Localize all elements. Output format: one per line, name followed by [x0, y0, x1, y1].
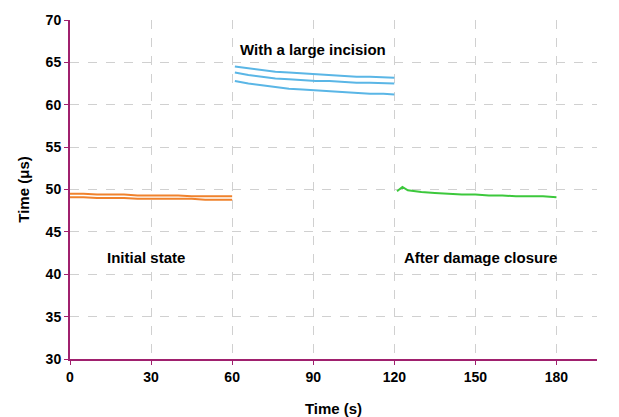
- svg-text:Time (s): Time (s): [305, 400, 362, 417]
- svg-text:70: 70: [46, 12, 62, 28]
- svg-text:45: 45: [46, 224, 62, 240]
- svg-text:150: 150: [464, 369, 488, 385]
- svg-text:Time (μs): Time (μs): [15, 156, 32, 222]
- svg-text:55: 55: [46, 139, 62, 155]
- svg-text:After damage closure: After damage closure: [404, 249, 557, 266]
- svg-text:30: 30: [143, 369, 159, 385]
- svg-text:60: 60: [46, 97, 62, 113]
- svg-text:With a large incision: With a large incision: [240, 41, 386, 58]
- svg-text:90: 90: [305, 369, 321, 385]
- svg-text:35: 35: [46, 309, 62, 325]
- svg-text:0: 0: [66, 369, 74, 385]
- svg-text:120: 120: [383, 369, 407, 385]
- svg-text:Initial state: Initial state: [107, 249, 185, 266]
- svg-text:30: 30: [46, 351, 62, 367]
- svg-text:50: 50: [46, 181, 62, 197]
- svg-text:65: 65: [46, 54, 62, 70]
- svg-text:180: 180: [545, 369, 569, 385]
- svg-text:60: 60: [224, 369, 240, 385]
- svg-text:40: 40: [46, 266, 62, 282]
